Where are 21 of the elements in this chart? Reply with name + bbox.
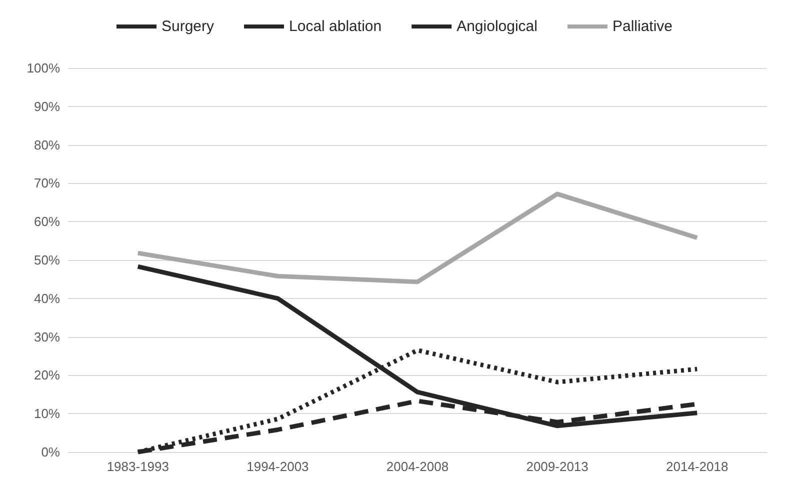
y-tick-label: 50%: [34, 252, 60, 268]
y-tick-label: 80%: [34, 137, 60, 152]
legend-label: Palliative: [612, 18, 673, 35]
line-series: [136, 192, 700, 284]
legend-label: Surgery: [161, 18, 215, 35]
x-tick-label: 1983-1993: [106, 459, 169, 474]
x-tick-label: 2004-2008: [386, 459, 449, 474]
x-tick-label: 2014-2018: [666, 459, 728, 474]
x-tick-label: 1994-2003: [246, 459, 309, 474]
legend-label: Angiological: [456, 18, 538, 35]
y-tick-label: 60%: [34, 214, 60, 230]
y-tick-label: 100%: [26, 60, 60, 76]
y-tick-label: 20%: [34, 368, 60, 383]
y-tick-label: 0%: [41, 444, 60, 460]
y-tick-label: 30%: [34, 329, 60, 344]
y-tick-label: 70%: [34, 176, 60, 191]
y-tick-label: 40%: [34, 290, 60, 306]
y-tick-label: 10%: [34, 406, 60, 422]
x-tick-label: 2009-2013: [526, 459, 588, 474]
legend-label: Local ablation: [289, 18, 382, 35]
y-tick-label: 90%: [34, 98, 60, 114]
